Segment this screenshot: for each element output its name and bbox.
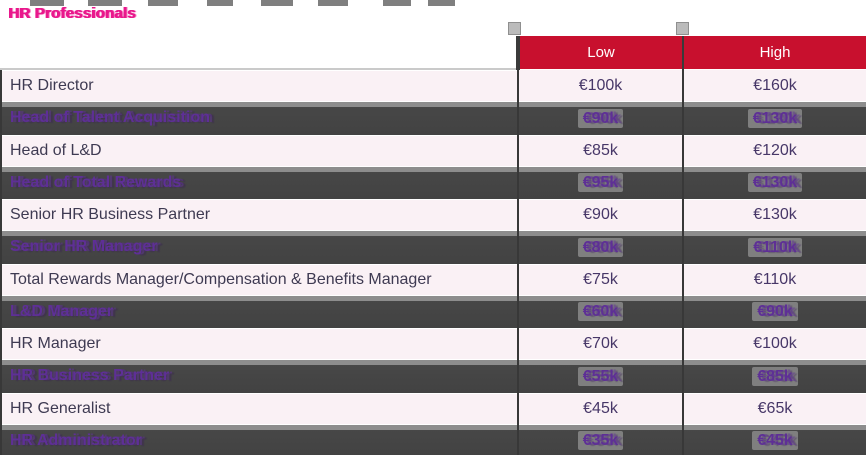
role-cell: L&D Manager <box>0 295 519 328</box>
role-cell: Head of Total Rewards <box>0 166 519 199</box>
table-row: Total Rewards Manager/Compensation & Ben… <box>0 263 866 296</box>
column-header-low: Low <box>516 36 684 69</box>
role-cell: HR Business Partner <box>0 360 519 393</box>
cropped-text-fragment <box>207 0 233 6</box>
role-cell: Senior HR Business Partner <box>0 199 519 232</box>
cropped-text-fragment <box>148 0 178 6</box>
value-text: €80k <box>577 237 624 257</box>
high-value-cell: €110k <box>683 263 866 296</box>
role-column-header <box>1 36 518 70</box>
column-resize-handle-right[interactable] <box>676 22 689 35</box>
table-row: HR Generalist €45k €65k <box>0 392 866 425</box>
cropped-text-fragment <box>30 0 64 6</box>
table-row: Senior HR Business Partner €90k €130k <box>0 199 866 232</box>
value-text: €60k <box>577 302 624 322</box>
low-value-cell: €80k <box>518 231 684 264</box>
value-text: €130k <box>747 108 803 128</box>
value-text: €95k <box>577 173 624 193</box>
cropped-text-fragment <box>318 0 348 6</box>
column-header-high: High <box>683 36 866 69</box>
value-text: €35k <box>577 431 624 451</box>
high-value-cell: €65k <box>683 392 866 425</box>
role-cell: HR Manager <box>0 328 519 361</box>
high-value-cell: €130k <box>683 199 866 232</box>
low-value-cell: €70k <box>518 328 684 361</box>
low-value-cell: €55k <box>518 360 684 393</box>
high-value-cell: €130k <box>683 166 866 199</box>
high-value-cell: €110k <box>683 231 866 264</box>
role-cell: HR Administrator <box>0 424 519 455</box>
role-cell: Head of L&D <box>0 134 519 167</box>
high-value-cell: €130k <box>683 102 866 135</box>
table-row: HR Business Partner €55k €85k <box>0 360 866 393</box>
role-cell: Head of Talent Acquisition <box>0 102 519 135</box>
table-row: Head of Total Rewards €95k €130k <box>0 166 866 199</box>
page-title: HR Professionals <box>8 5 136 22</box>
salary-table: Low High HR Director €100k €160k Head of Ta… <box>0 36 866 455</box>
table-row: HR Director €100k €160k <box>0 69 866 103</box>
value-text: €45k <box>752 431 798 451</box>
high-value-cell: €160k <box>683 69 866 103</box>
low-value-cell: €45k <box>518 392 684 425</box>
role-cell: HR Director <box>0 69 519 103</box>
low-value-cell: €35k <box>518 424 684 455</box>
low-value-cell: €95k <box>518 166 684 199</box>
low-value-cell: €90k <box>518 102 684 135</box>
value-text: €130k <box>747 173 803 193</box>
high-value-cell: €45k <box>683 424 866 455</box>
low-value-cell: €100k <box>518 69 684 103</box>
low-value-cell: €85k <box>518 134 684 167</box>
table-row: Head of Talent Acquisition €90k €130k <box>0 102 866 135</box>
value-text: €110k <box>748 237 802 257</box>
low-value-cell: €90k <box>518 199 684 232</box>
low-value-cell: €75k <box>518 263 684 296</box>
high-value-cell: €85k <box>683 360 866 393</box>
cropped-text-fragment <box>261 0 293 6</box>
salary-table-body: HR Director €100k €160k Head of Talent Acqu… <box>0 69 866 455</box>
table-row: HR Administrator €35k €45k <box>0 424 866 455</box>
table-row: HR Manager €70k €100k <box>0 328 866 361</box>
value-text: €90k <box>577 108 624 128</box>
value-text: €85k <box>752 366 798 386</box>
header-row: Low High <box>1 36 866 70</box>
low-value-cell: €60k <box>518 295 684 328</box>
value-text: €90k <box>752 302 798 322</box>
cropped-text-fragment <box>88 0 122 6</box>
table-row: Senior HR Manager €80k €110k <box>0 231 866 264</box>
high-value-cell: €120k <box>683 134 866 167</box>
role-cell: Total Rewards Manager/Compensation & Ben… <box>0 263 519 296</box>
value-text: €55k <box>577 366 624 386</box>
cropped-text-fragment <box>428 0 455 6</box>
cropped-text-fragment <box>383 0 411 6</box>
table-row: Head of L&D €85k €120k <box>0 134 866 167</box>
column-resize-handle-left[interactable] <box>508 22 521 35</box>
role-cell: Senior HR Manager <box>0 231 519 264</box>
high-value-cell: €90k <box>683 295 866 328</box>
role-cell: HR Generalist <box>0 392 519 425</box>
high-value-cell: €100k <box>683 328 866 361</box>
table-row: L&D Manager €60k €90k <box>0 295 866 328</box>
